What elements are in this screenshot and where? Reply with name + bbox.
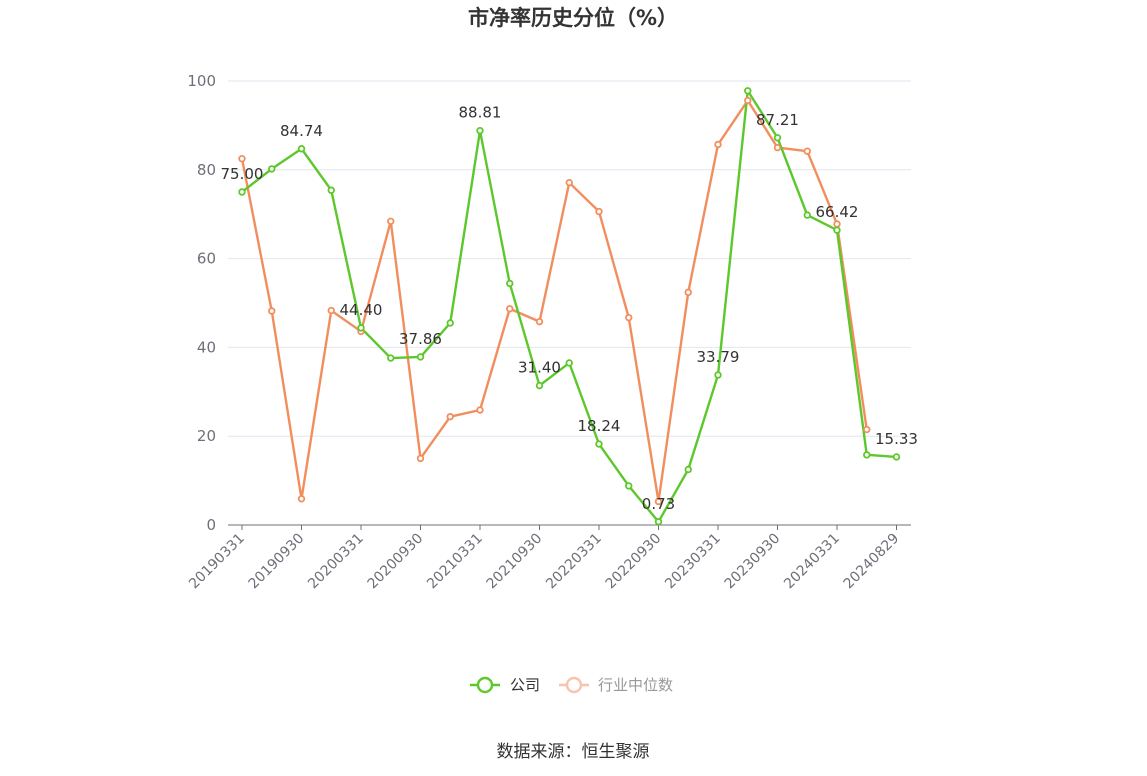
data-point[interactable] [506,279,514,288]
source-note: 数据来源：恒生聚源 [497,742,650,762]
data-point[interactable] [803,211,811,219]
series-line-1 [240,99,868,503]
data-point[interactable] [535,381,544,390]
data-point[interactable] [714,371,722,379]
data-point[interactable] [238,154,246,163]
x-tick-label: 20220331 [543,531,605,593]
y-tick-label: 80 [197,161,216,179]
data-label: 37.86 [399,330,442,348]
data-point[interactable] [387,217,395,226]
data-point[interactable] [625,313,633,322]
data-point[interactable] [446,412,454,421]
data-point[interactable] [506,305,514,313]
legend-circle-icon [476,676,494,694]
legend-item-industry[interactable]: 行业中位数 [559,676,673,694]
y-tick-label: 100 [187,72,216,90]
data-point[interactable] [863,425,871,434]
data-label: 87.21 [756,111,799,129]
data-point[interactable] [654,518,663,526]
data-label: 18.24 [578,417,621,435]
data-point[interactable] [863,451,871,459]
data-point[interactable] [268,307,276,315]
x-tick-label: 20220930 [603,531,665,593]
data-label: 44.40 [340,301,383,319]
x-tick-label: 20210930 [484,531,546,593]
data-labels: 75.00 84.74 44.40 37.86 88.81 31.40 18.24 0.73 3… [221,104,918,513]
data-point[interactable] [892,453,901,461]
data-point[interactable] [595,207,603,216]
data-point[interactable] [744,96,752,105]
x-tick-label: 20230930 [722,531,784,593]
data-point[interactable] [297,495,306,503]
data-point[interactable] [535,317,544,326]
data-point[interactable] [268,165,276,173]
data-point[interactable] [625,482,633,490]
data-label: 33.79 [697,348,740,366]
x-tick-label: 20200930 [365,531,427,593]
chart-title: 市净率历史分位（%） [468,6,678,30]
data-point[interactable] [297,145,306,153]
data-point[interactable] [684,465,692,474]
data-point[interactable] [654,497,663,506]
series-points [238,87,901,526]
data-point[interactable] [803,147,811,155]
y-tick-label: 40 [197,338,216,356]
legend-label: 公司 [510,676,540,694]
data-point[interactable] [476,126,484,135]
data-point[interactable] [476,406,484,414]
x-tick-label: 20230331 [662,531,724,593]
data-point[interactable] [565,359,573,367]
legend-item-company[interactable]: 公司 [470,676,540,694]
y-tick-label: 0 [206,516,216,534]
data-point[interactable] [773,134,782,142]
x-axis: 2019033120190930202003312020093020210331… [186,524,911,593]
legend[interactable]: 公司 行业中位数 [470,676,673,694]
data-label: 84.74 [280,122,323,140]
data-point[interactable] [387,354,395,362]
y-tick-label: 20 [197,427,216,445]
x-tick-label: 20190930 [246,531,308,593]
x-tick-label: 20240829 [841,531,903,593]
data-point[interactable] [773,143,782,152]
grid-lines [228,80,911,437]
data-label: 66.42 [816,203,859,221]
data-label: 0.73 [642,495,675,513]
y-axis: 0 20 40 60 80 100 [187,72,216,534]
data-point[interactable] [416,454,425,463]
data-point[interactable] [714,140,722,149]
x-tick-label: 20200331 [305,531,367,593]
data-point[interactable] [327,186,335,194]
data-point[interactable] [833,226,841,234]
x-tick-label: 20240331 [781,531,843,593]
legend-label: 行业中位数 [598,676,673,694]
data-point[interactable] [357,324,365,332]
data-point[interactable] [565,178,573,187]
data-label: 75.00 [221,165,264,183]
data-label: 31.40 [518,359,561,377]
data-label: 88.81 [459,104,502,122]
data-point[interactable] [833,220,841,228]
data-point[interactable] [238,188,246,196]
x-tick-label: 20210331 [424,531,486,593]
data-point[interactable] [595,440,603,448]
x-tick-label: 20190331 [186,531,248,593]
data-point[interactable] [446,319,454,327]
data-point[interactable] [684,288,692,297]
data-label: 15.33 [875,430,918,448]
legend-circle-icon [565,676,583,694]
data-point[interactable] [327,306,335,315]
data-point[interactable] [416,353,425,361]
data-point[interactable] [744,87,752,95]
y-tick-label: 60 [197,250,216,268]
